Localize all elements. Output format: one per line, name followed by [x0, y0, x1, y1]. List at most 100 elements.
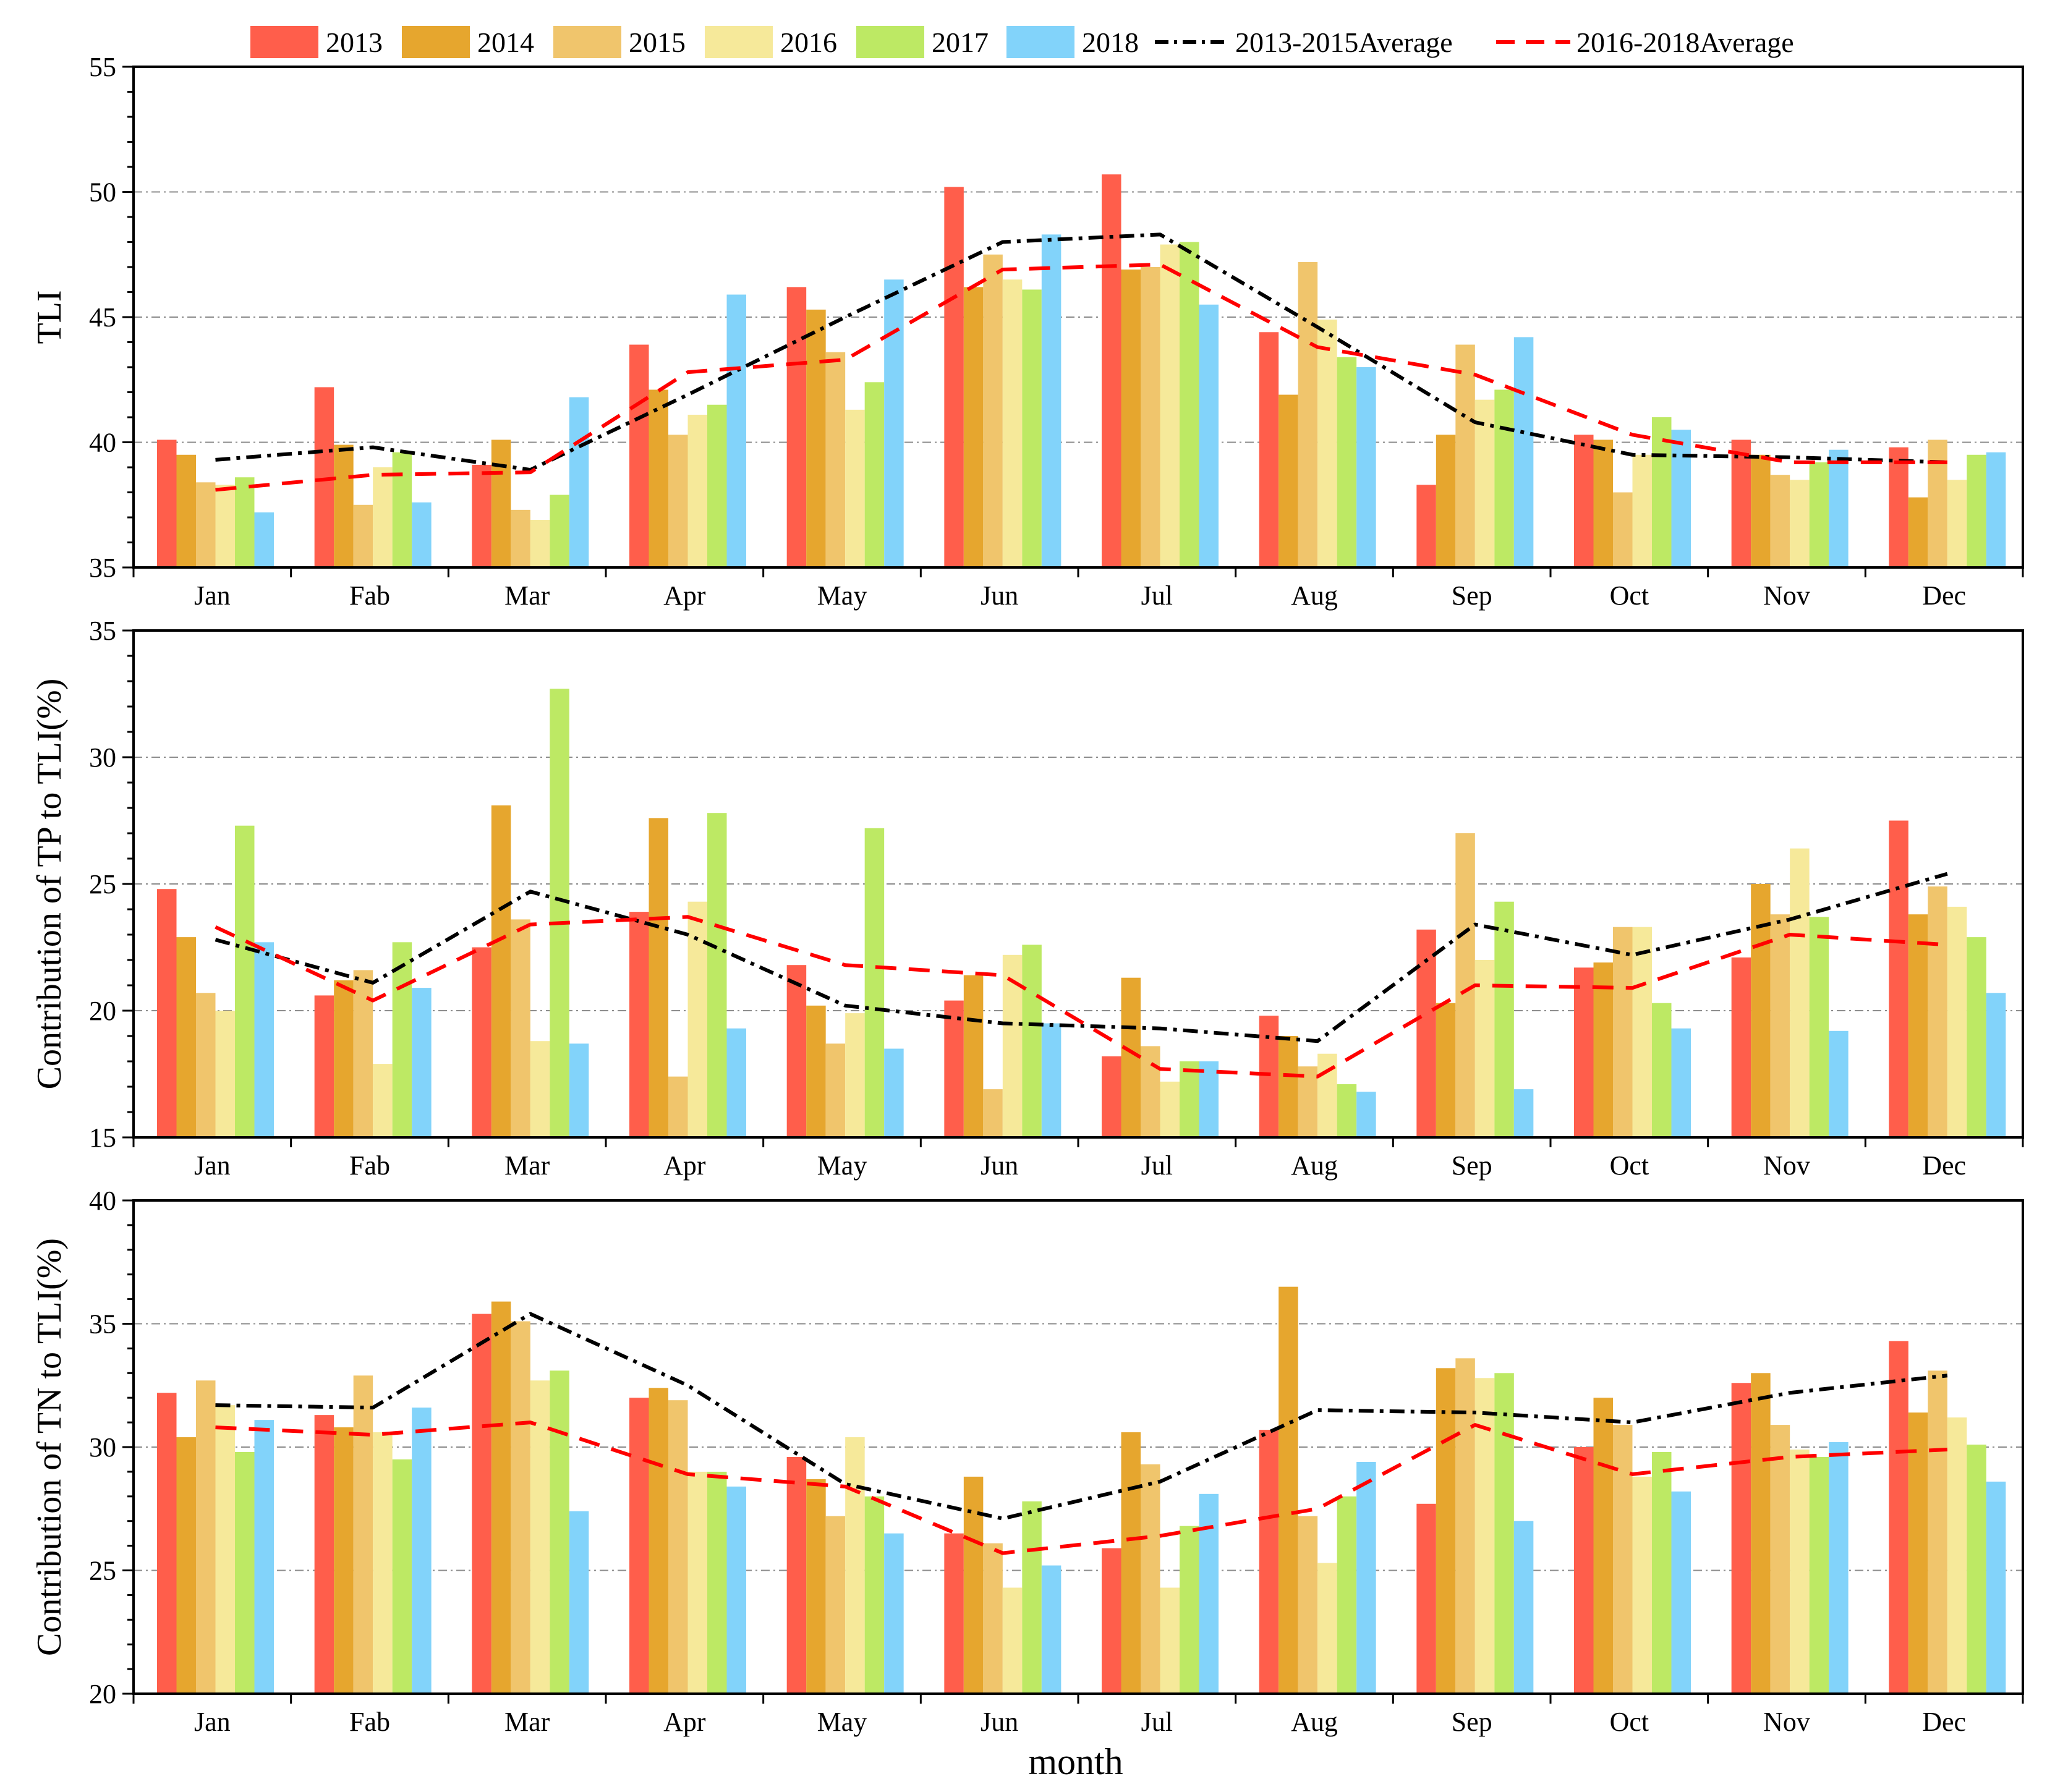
bar-2016-Apr [687, 1471, 707, 1694]
x-tick-label-Jun: Jun [981, 1150, 1018, 1181]
y-tick-label-20: 20 [89, 996, 116, 1026]
bar-2014-May [806, 1005, 826, 1137]
bar-2018-Fab [412, 988, 432, 1137]
line-avg-2013-2015 [215, 1312, 1948, 1521]
bar-2014-Jul [1121, 1432, 1141, 1694]
x-tick-label-Sep: Sep [1452, 580, 1492, 611]
bar-2013-Jul [1102, 174, 1121, 567]
x-tick-label-Apr: Apr [663, 1150, 706, 1181]
bar-2017-Jun [1022, 1501, 1042, 1694]
bar-2015-Apr [668, 1400, 688, 1694]
bar-2018-Fab [412, 502, 432, 567]
bar-2014-Nov [1751, 1373, 1771, 1694]
bar-2016-Apr [687, 414, 707, 567]
bar-2016-May [845, 1437, 865, 1694]
legend-label-2018: 2018 [1082, 27, 1139, 58]
x-tick-label-Fab: Fab [349, 580, 390, 611]
bar-2017-Nov [1809, 462, 1829, 567]
bar-2018-May [884, 279, 904, 567]
bar-2014-Sep [1436, 1368, 1456, 1694]
bar-2015-Sep [1455, 344, 1475, 567]
bar-2015-Jun [983, 254, 1003, 567]
bar-2018-Apr [726, 294, 746, 567]
bar-2013-Jun [944, 1533, 964, 1694]
bar-2015-Oct [1613, 492, 1633, 567]
x-tick-label-Nov: Nov [1763, 1150, 1810, 1181]
legend-label-2014: 2014 [477, 27, 534, 58]
x-tick-label-Oct: Oct [1610, 1150, 1649, 1181]
bar-2014-Nov [1751, 884, 1771, 1137]
bar-2015-Jan [196, 482, 216, 567]
bar-2013-Oct [1574, 1447, 1594, 1694]
bar-2017-May [864, 828, 885, 1137]
x-tick-label-Sep: Sep [1452, 1707, 1492, 1737]
bar-2016-Dec [1947, 1417, 1967, 1694]
x-tick-label-Aug: Aug [1291, 580, 1338, 611]
bar-2013-May [786, 287, 807, 567]
bar-2014-Oct [1593, 440, 1613, 567]
bar-2016-May [845, 409, 865, 567]
panels: 35 40 45 50 55 Jan Fab Mar Apr May Jun Jul Aug Sep Oct… [30, 52, 2024, 1737]
bar-2013-Dec [1889, 820, 1908, 1137]
bar-2015-Fab [353, 504, 373, 567]
bar-2017-Jul [1180, 242, 1199, 567]
bar-2016-Jul [1160, 1081, 1180, 1137]
bar-2016-Oct [1632, 1476, 1652, 1694]
bar-2018-Jan [254, 942, 274, 1137]
bar-2018-Apr [726, 1028, 746, 1137]
bar-2014-Aug [1279, 1286, 1298, 1694]
bar-2014-Mar [491, 440, 511, 567]
x-tick-label-Sep: Sep [1452, 1150, 1492, 1181]
bar-2013-Jun [944, 1000, 964, 1137]
y-tick-label-50: 50 [89, 177, 116, 208]
bar-2015-Mar [511, 509, 530, 567]
legend-label-2015: 2015 [629, 27, 686, 58]
bar-2014-Aug [1279, 1036, 1298, 1137]
x-tick-label-Jul: Jul [1141, 580, 1173, 611]
legend-swatch-2018 [1006, 26, 1074, 58]
bar-2016-Jan [215, 485, 235, 567]
bar-2015-May [825, 352, 846, 567]
bar-2018-Jun [1041, 234, 1062, 568]
x-tick-label-Fab: Fab [349, 1707, 390, 1737]
x-tick-label-Dec: Dec [1922, 1707, 1966, 1737]
bar-2013-Apr [629, 1398, 649, 1694]
bar-2014-Sep [1436, 1003, 1456, 1137]
bar-2016-Nov [1790, 848, 1810, 1137]
y-axis-label: Contribution of TP to TLI(%) [30, 679, 69, 1090]
bar-2014-Jan [176, 937, 196, 1137]
x-tick-label-Mar: Mar [504, 580, 550, 611]
bar-2018-Dec [1986, 993, 2006, 1137]
bar-2018-Sep [1513, 1521, 1534, 1694]
legend-swatch-2017 [856, 26, 924, 58]
bar-2015-Dec [1928, 440, 1947, 567]
bar-2018-Oct [1671, 1491, 1691, 1694]
bar-2015-Oct [1613, 1425, 1633, 1694]
bar-2014-Jun [963, 287, 984, 567]
bar-2017-Mar [550, 1370, 569, 1694]
legend-label-avg-2016-2018: 2016-2018Average [1576, 27, 1794, 58]
bar-2015-Jan [196, 1380, 216, 1694]
bar-2013-May [786, 965, 807, 1137]
bar-2016-Fab [373, 1064, 393, 1137]
legend-swatch-2015 [553, 26, 621, 58]
panel-1: 35 40 45 50 55 Jan Fab Mar Apr May Jun Jul Aug Sep Oct… [30, 52, 2024, 611]
bar-2016-Sep [1474, 960, 1495, 1137]
x-tick-label-Dec: Dec [1922, 1150, 1966, 1181]
bar-2015-Aug [1298, 1516, 1318, 1694]
x-tick-label-Fab: Fab [349, 1150, 390, 1181]
bar-2015-Dec [1928, 886, 1947, 1137]
bar-2017-Fab [392, 1459, 412, 1694]
legend-swatch-2016 [705, 26, 773, 58]
bar-2016-Aug [1317, 320, 1337, 567]
y-tick-label-40: 40 [89, 428, 116, 458]
bar-2013-Dec [1889, 447, 1908, 567]
bar-2015-Dec [1928, 1370, 1947, 1694]
bar-2018-Jan [254, 512, 274, 567]
bar-2016-Mar [530, 1041, 550, 1137]
bar-2016-May [845, 1013, 865, 1137]
bar-2018-Jan [254, 1420, 274, 1694]
bar-2014-Dec [1908, 914, 1928, 1137]
bar-2013-Fab [314, 995, 334, 1137]
bar-2014-May [806, 309, 826, 567]
